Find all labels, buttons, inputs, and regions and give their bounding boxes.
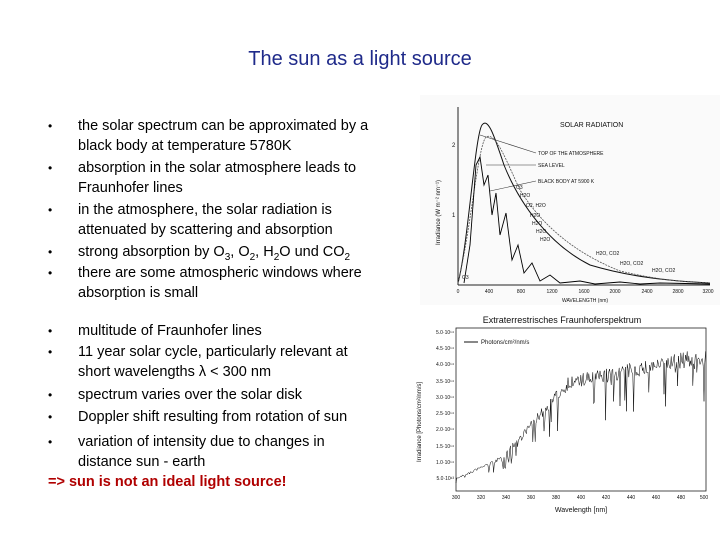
page-title: The sun as a light source [248, 48, 472, 70]
fig2-ytick: 4.5·10¹⁴ [436, 346, 454, 352]
fig1-absorber: H2O [520, 193, 530, 199]
fig2-ylabel: Irradiance [Photons/cm²/nm/s] [417, 382, 423, 462]
fig2-xtick: 460 [652, 495, 661, 501]
bullet-dot: • [48, 203, 53, 217]
fig1-xticks: 0 400 800 1200 1600 2000 2400 2800 3200 [457, 289, 714, 295]
fig1-absorber: O3 [462, 275, 469, 281]
fig2-xtick: 380 [552, 495, 561, 501]
fig2-ytick: 4.0·10¹⁴ [436, 362, 454, 368]
fig1-absorber: H2O [536, 229, 546, 235]
fig2-ytick: 5.0·10¹³ [436, 476, 454, 482]
fig2-xtick: 320 [477, 495, 486, 501]
fig1-top-atmosphere-curve [457, 122, 711, 284]
fig1-legend-entry: BLACK BODY AT 5900 K [538, 179, 595, 185]
fig1-blackbody-curve [457, 136, 711, 284]
fig1-absorber: H2O [530, 213, 540, 219]
fig2-xtick: 500 [700, 495, 709, 501]
fig2-ytick: 2.0·10¹⁴ [436, 427, 454, 433]
fig1-xlabel: WAVELENGTH (nm) [562, 298, 608, 304]
fig2-ytick: 1.0·10¹⁴ [436, 460, 454, 466]
bullet-text-formula: strong absorption by O3, O2, H2O und CO2 [78, 244, 351, 263]
fig1-absorber: H2O, CO2 [620, 261, 644, 267]
fig2-ytick: 3.0·10¹⁴ [436, 395, 454, 401]
fraunhofer-spectrum-figure: Extraterrestrisches Fraunhoferspektrum P… [412, 312, 712, 527]
fig2-xtick: 440 [627, 495, 636, 501]
fig2-title: Extraterrestrisches Fraunhoferspektrum [483, 315, 642, 325]
bullet-dot: • [48, 435, 53, 449]
fig1-absorber: H2O [540, 237, 550, 243]
bullet-dot: • [48, 119, 53, 133]
fig1-ytick: 2 [452, 143, 456, 149]
fig1-xtick: 1600 [578, 289, 589, 295]
fig1-legend-entry: SEA LEVEL [538, 163, 565, 169]
fig2-yticks: 5.0·10¹⁴ 4.5·10¹⁴ 4.0·10¹⁴ 3.5·10¹⁴ 3.0·… [436, 330, 454, 482]
fig1-xtick: 400 [485, 289, 494, 295]
bullet-dot: • [48, 245, 53, 259]
fig1-xtick: 2400 [641, 289, 652, 295]
fig1-leaders [479, 134, 537, 192]
fig2-spectrum-line [455, 351, 706, 484]
bullet-dot: • [48, 266, 53, 280]
fig1-sea-level-curve [463, 155, 711, 285]
fig1-absorber-labels: O3 H2O O2, H2O H2O H2O H2O H2O H2O, CO2 … [462, 185, 676, 281]
bullet-dot: • [48, 410, 53, 424]
fig1-xtick: 0 [457, 289, 460, 295]
fig1-xtick: 2800 [672, 289, 683, 295]
fig1-absorber: H2O [532, 221, 542, 227]
fig2-xtick: 480 [677, 495, 686, 501]
fig2-ytick: 3.5·10¹⁴ [436, 379, 454, 385]
bullet-dot: • [48, 345, 53, 359]
fig1-xtick: 2000 [609, 289, 620, 295]
fig1-legend: TOP OF THE ATMOSPHERE SEA LEVEL BLACK BO… [538, 151, 604, 185]
bullet-dot: • [48, 388, 53, 402]
bullet-dot: • [48, 161, 53, 175]
bullet-dot: • [48, 324, 53, 338]
fig1-absorber: O2, H2O [526, 203, 546, 209]
fig2-ytick: 1.5·10¹⁴ [436, 444, 454, 450]
fig2-legend: Photons/cm²/nm/s [464, 340, 529, 346]
fig2-xtick: 400 [577, 495, 586, 501]
fig2-xtick: 420 [602, 495, 611, 501]
solar-radiation-figure: SOLAR RADIATION Irradiance (W m⁻² nm⁻¹) … [420, 95, 720, 305]
fig1-absorber: H2O, CO2 [596, 251, 620, 257]
fig1-xtick: 1200 [546, 289, 557, 295]
fig1-absorber: H2O, CO2 [652, 268, 676, 274]
fig2-xlabel: Wavelength [nm] [555, 507, 607, 514]
fig2-ytick: 2.5·10¹⁴ [436, 411, 454, 417]
conclusion-text: => sun is not an ideal light source! [48, 474, 287, 490]
fig1-ylabel: Irradiance (W m⁻² nm⁻¹) [436, 180, 442, 245]
fig2-xtick: 300 [452, 495, 461, 501]
fig1-legend-entry: TOP OF THE ATMOSPHERE [538, 151, 604, 157]
fig1-xtick: 3200 [702, 289, 713, 295]
fig2-xtick: 340 [502, 495, 511, 501]
fig1-title: SOLAR RADIATION [560, 122, 623, 129]
fig2-xtick: 360 [527, 495, 536, 501]
fig1-xtick: 800 [517, 289, 526, 295]
fig2-plot-frame [455, 327, 707, 492]
fig2-xticks: 300 320 340 360 380 400 420 440 460 480 … [452, 495, 709, 501]
fig1-ytick: 1 [452, 213, 456, 219]
fig2-legend-entry: Photons/cm²/nm/s [481, 340, 529, 346]
fig2-ytick: 5.0·10¹⁴ [436, 330, 454, 336]
fig1-absorber: O3 [516, 185, 523, 191]
